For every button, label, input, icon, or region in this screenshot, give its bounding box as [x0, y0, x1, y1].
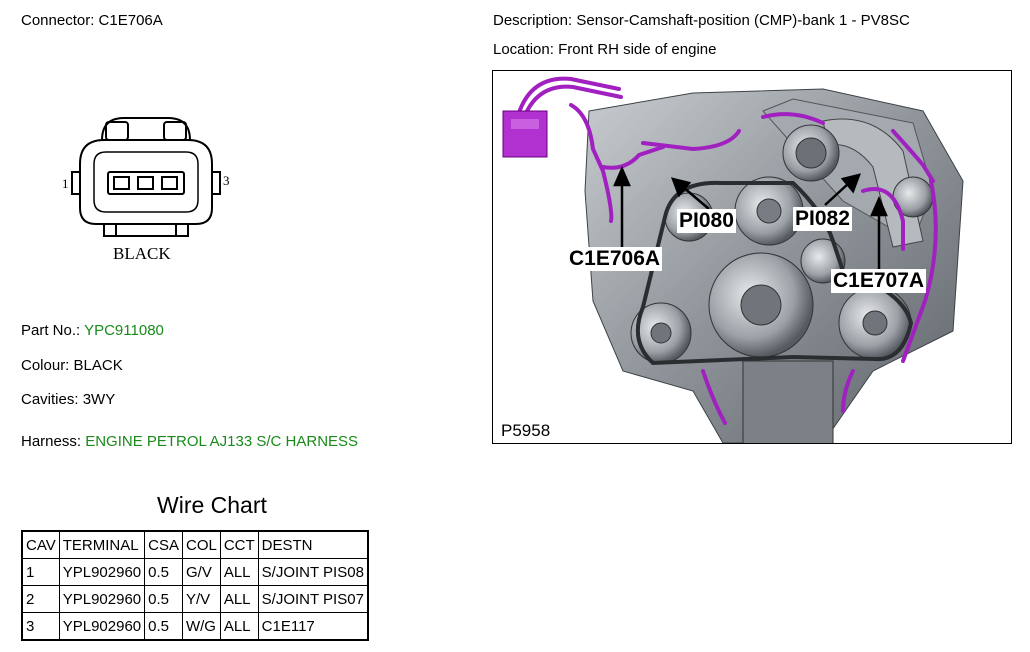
cell-csa: 0.5 [144, 612, 183, 641]
cell-cct: ALL [219, 558, 259, 586]
description-line: Description: Sensor-Camshaft-position (C… [493, 12, 910, 30]
cell-col: Y/V [181, 585, 221, 613]
cell-terminal: YPL902960 [58, 585, 146, 613]
cell-csa: 0.5 [144, 585, 183, 613]
description-label: Description: [493, 12, 573, 29]
cell-cct: ALL [219, 612, 259, 641]
image-reference-id: P5958 [499, 421, 553, 441]
cell-col: G/V [181, 558, 221, 586]
engine-location-image: C1E706A PI080 PI082 C1E707A P5958 [492, 70, 1012, 444]
callout-pi082: PI082 [793, 207, 852, 231]
part-number-link[interactable]: YPC911080 [84, 322, 164, 339]
table-row: 3 YPL902960 0.5 W/G ALL C1E117 [21, 612, 369, 641]
table-row: 2 YPL902960 0.5 Y/V ALL S/JOINT PIS07 [21, 585, 369, 613]
cell-cav: 2 [21, 585, 60, 613]
description-value: Sensor-Camshaft-position (CMP)-bank 1 - … [576, 12, 910, 29]
part-number-label: Part No.: [21, 322, 81, 339]
cell-destn: S/JOINT PIS08 [257, 558, 369, 586]
callout-c1e707a: C1E707A [831, 269, 927, 293]
cell-col: W/G [181, 612, 221, 641]
harness-line: Harness: ENGINE PETROL AJ133 S/C HARNESS [21, 433, 358, 451]
header-cav: CAV [21, 530, 60, 559]
cell-cav: 3 [21, 612, 60, 641]
cavities-label: Cavities: [21, 391, 79, 408]
pin-3-label: 3 [223, 173, 230, 188]
connector-face-diagram: 1 3 BLACK [62, 117, 230, 263]
callout-pi080: PI080 [677, 209, 736, 233]
connector-colour-label: BLACK [113, 244, 171, 263]
cell-cav: 1 [21, 558, 60, 586]
header-cct: CCT [219, 530, 259, 559]
cavities-line: Cavities: 3WY [21, 391, 115, 409]
pin-1-label: 1 [62, 176, 69, 191]
location-line: Location: Front RH side of engine [493, 41, 716, 59]
cell-cct: ALL [219, 585, 259, 613]
cell-destn: S/JOINT PIS07 [257, 585, 369, 613]
harness-label: Harness: [21, 433, 82, 450]
location-value: Front RH side of engine [558, 41, 717, 58]
location-label: Location: [493, 41, 554, 58]
cell-terminal: YPL902960 [58, 558, 146, 586]
cell-csa: 0.5 [144, 558, 183, 586]
colour-line: Colour: BLACK [21, 357, 123, 375]
cavities-value: 3WY [82, 391, 116, 408]
header-col: COL [181, 530, 221, 559]
wire-chart-table: CAV TERMINAL CSA COL CCT DESTN 1 YPL9029… [21, 530, 369, 641]
cell-terminal: YPL902960 [58, 612, 146, 641]
cell-destn: C1E117 [257, 612, 369, 641]
connector-label: Connector: [21, 12, 95, 29]
part-number-line: Part No.: YPC911080 [21, 322, 164, 340]
connector-line: Connector: C1E706A [21, 12, 163, 30]
table-header-row: CAV TERMINAL CSA COL CCT DESTN [21, 530, 369, 559]
table-row: 1 YPL902960 0.5 G/V ALL S/JOINT PIS08 [21, 558, 369, 586]
wire-chart-title: Wire Chart [157, 492, 267, 518]
header-csa: CSA [144, 530, 183, 559]
callout-c1e706a: C1E706A [567, 247, 663, 271]
connector-value: C1E706A [98, 12, 163, 29]
harness-link[interactable]: ENGINE PETROL AJ133 S/C HARNESS [85, 433, 359, 450]
colour-label: Colour: [21, 357, 70, 374]
colour-value: BLACK [73, 357, 123, 374]
header-destn: DESTN [257, 530, 369, 559]
header-terminal: TERMINAL [58, 530, 146, 559]
engine-illustration [502, 76, 964, 443]
